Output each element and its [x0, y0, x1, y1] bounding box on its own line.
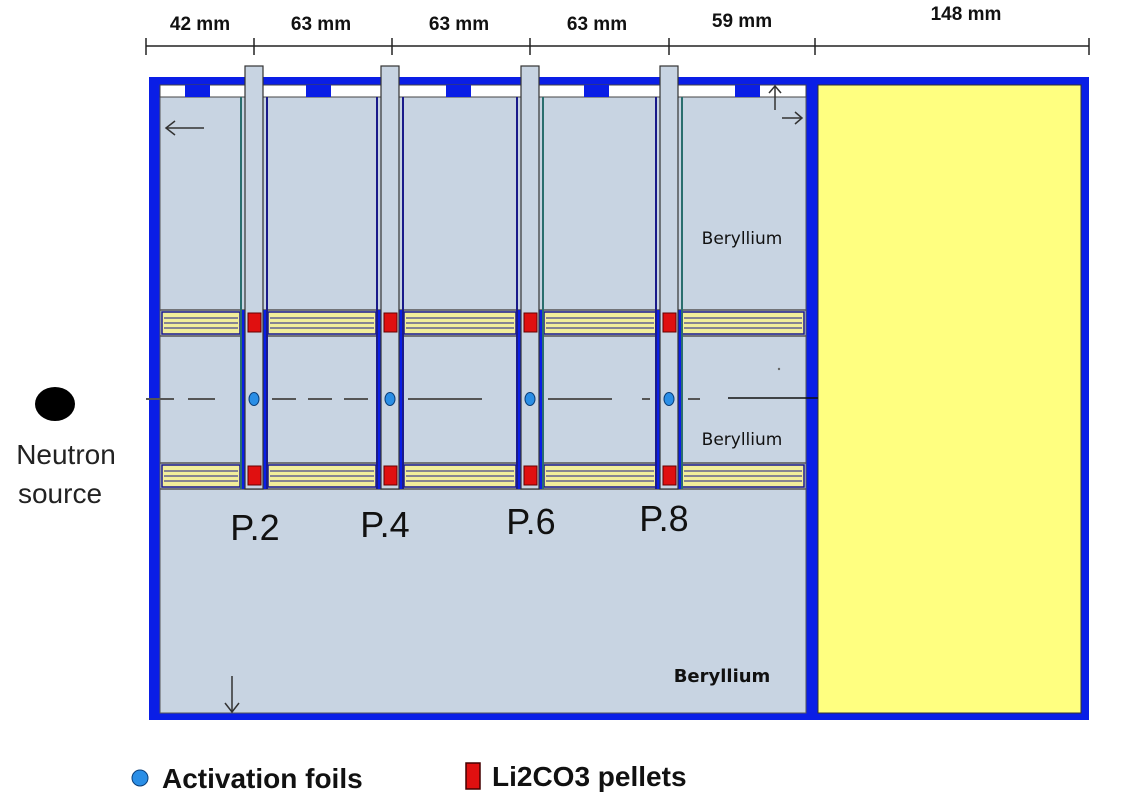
- beryllium-label-lower: Beryllium: [674, 666, 771, 687]
- dimension-line: [145, 38, 1090, 55]
- dimension-label-6: 148 mm: [931, 4, 1002, 25]
- dimension-label-2: 63 mm: [291, 14, 351, 35]
- legend-pellets-label: Li2CO3 pellets: [492, 761, 687, 792]
- top-strip: [159, 84, 807, 98]
- left-arrow-icon: [164, 120, 204, 136]
- dimension-label-5: 59 mm: [712, 11, 772, 32]
- dimension-label-1: 42 mm: [170, 14, 230, 35]
- li2co3-pellet: [523, 465, 538, 486]
- beryllium-label-upper: Beryllium: [702, 229, 783, 249]
- position-label-p6: P.6: [506, 501, 555, 542]
- corner-arrows-icon: [768, 84, 804, 125]
- channel-p6: [516, 65, 544, 490]
- down-arrow-icon: [224, 676, 240, 714]
- beam-axis-line: [146, 397, 818, 400]
- channel-p8: [655, 65, 683, 490]
- neutron-source-icon: [35, 387, 75, 421]
- li2co3-pellet: [247, 465, 262, 486]
- li2co3-pellet: [383, 465, 398, 486]
- li2co3-pellet: [247, 312, 262, 333]
- position-label-p4: P.4: [360, 504, 409, 545]
- reflector-block: [817, 84, 1082, 714]
- li2co3-pellet: [662, 312, 677, 333]
- li2co3-pellet: [523, 312, 538, 333]
- speck: [777, 367, 781, 371]
- channel-p2: [240, 65, 268, 490]
- dimension-label-4: 63 mm: [567, 14, 627, 35]
- li2co3-pellet: [383, 312, 398, 333]
- channel-p4: [376, 65, 404, 490]
- activation-foil: [663, 392, 675, 406]
- activation-foil: [248, 392, 260, 406]
- legend-foils-label: Activation foils: [162, 763, 363, 794]
- legend-pellet-icon: [465, 762, 481, 790]
- beryllium-label-middle: Beryllium: [702, 430, 783, 450]
- activation-foil: [524, 392, 536, 406]
- position-label-p8: P.8: [639, 498, 688, 539]
- position-label-p2: P.2: [230, 507, 279, 548]
- legend: Activation foils Li2CO3 pellets: [131, 761, 687, 794]
- neutron-source-label-line1: Neutron: [16, 439, 116, 470]
- dimension-label-3: 63 mm: [429, 14, 489, 35]
- activation-foil: [384, 392, 396, 406]
- legend-foil-icon: [131, 769, 149, 787]
- li2co3-pellet: [662, 465, 677, 486]
- neutron-source-label-line2: source: [18, 478, 102, 509]
